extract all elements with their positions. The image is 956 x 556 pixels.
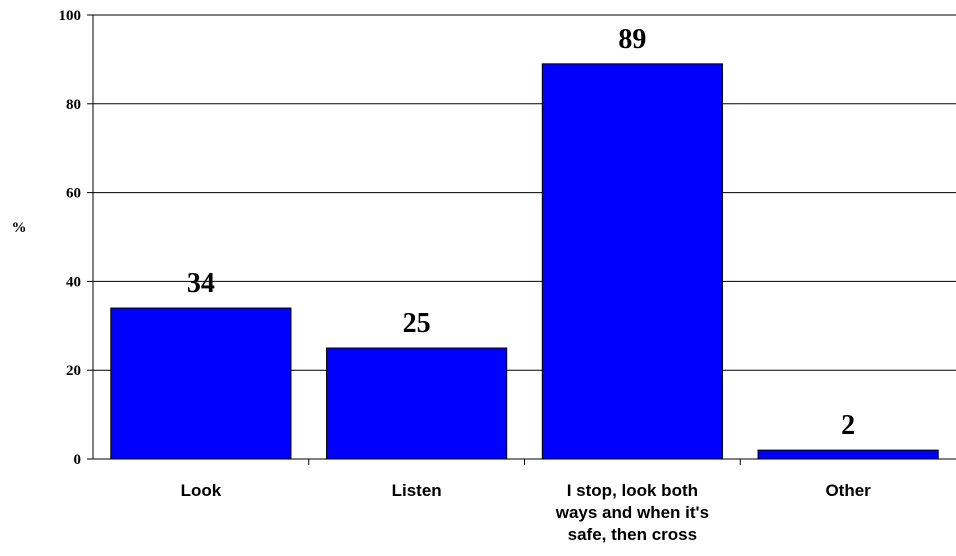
x-tick-label: safe, then cross	[568, 525, 697, 544]
data-label: 89	[618, 24, 646, 55]
bar	[326, 347, 508, 460]
bar	[541, 63, 723, 460]
x-tick-label: Look	[181, 481, 222, 500]
y-tick-label: 40	[66, 274, 81, 290]
y-tick-label: 80	[66, 97, 81, 113]
bar	[110, 307, 292, 460]
y-tick-label: 60	[66, 186, 81, 202]
y-tick-label: 100	[59, 8, 82, 24]
y-axis-label: %	[12, 220, 27, 236]
y-tick-label: 0	[74, 452, 82, 468]
gridlines	[93, 14, 956, 371]
labels: 0 20 40 60 80 100 34 Look 25 Listen 89 I stop, look…	[59, 8, 872, 544]
axes	[87, 14, 956, 465]
x-tick-label: Other	[825, 481, 871, 500]
data-label: 25	[403, 308, 431, 339]
bar	[757, 449, 939, 460]
x-tick-label: ways and when it's	[555, 503, 709, 522]
data-label: 2	[841, 410, 855, 441]
x-tick-label: Listen	[392, 481, 442, 500]
y-tick-label: 20	[66, 363, 81, 379]
x-tick-label: I stop, look both	[567, 481, 698, 500]
bars	[110, 63, 939, 460]
data-label: 34	[187, 268, 215, 299]
